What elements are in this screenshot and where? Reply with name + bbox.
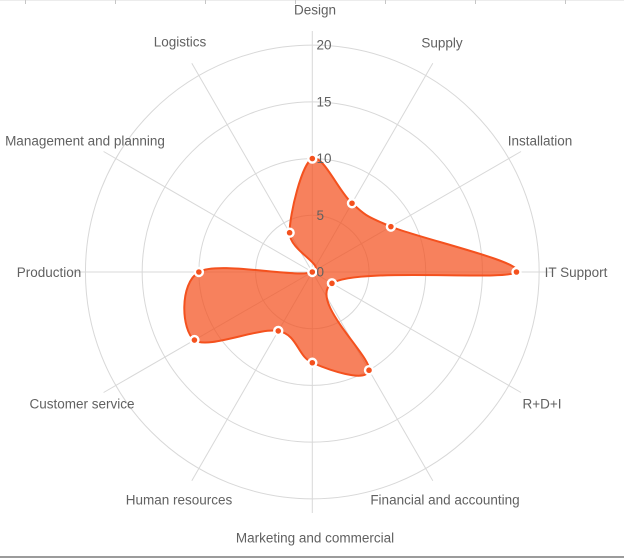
axis-spoke [312,271,522,393]
ruler-tick [115,0,116,4]
data-point-marker[interactable] [307,266,318,278]
ruler-tick [565,0,566,4]
axis-label-management-and-planning: Management and planning [5,134,165,149]
axis-label-design: Design [294,3,336,18]
radial-tick-label: 20 [317,38,332,53]
radial-tick-label: 15 [317,94,332,109]
axis-label-logistics: Logistics [154,35,207,50]
ruler-tick [385,0,386,4]
data-point-marker[interactable] [307,357,318,368]
radial-tick-label: 10 [317,151,332,166]
radial-tick-label: 0 [317,265,325,280]
axis-label-marketing-and-commercial: Marketing and commercial [236,531,394,546]
axis-label-production: Production [17,265,82,280]
data-point-marker[interactable] [307,153,318,164]
data-point-marker[interactable] [385,221,397,232]
data-point-marker[interactable] [363,365,375,376]
data-point-marker[interactable] [273,325,284,337]
axis-label-r-d-i: R+D+I [522,397,561,412]
axis-spoke [311,271,434,481]
ruler-tick [205,0,206,4]
data-point-marker[interactable] [284,227,295,238]
axis-label-financial-and-accounting: Financial and accounting [370,493,519,508]
top-ruler [0,0,624,1]
axis-label-customer-service: Customer service [29,397,134,412]
data-point-marker[interactable] [326,278,338,289]
radial-tick-label: 5 [317,208,325,223]
bottom-border [0,556,624,558]
data-point-marker[interactable] [511,266,522,278]
data-point-marker[interactable] [346,198,358,209]
ruler-tick [25,0,26,4]
ruler-tick [475,0,476,4]
axis-spoke [103,151,313,273]
data-point-marker[interactable] [193,266,205,278]
axis-label-installation: Installation [508,134,573,149]
data-point-marker[interactable] [189,334,200,346]
axis-label-human-resources: Human resources [126,493,233,508]
ruler-tick [295,0,296,4]
axis-label-it-support: IT Support [545,265,608,280]
axis-label-supply: Supply [421,36,463,51]
